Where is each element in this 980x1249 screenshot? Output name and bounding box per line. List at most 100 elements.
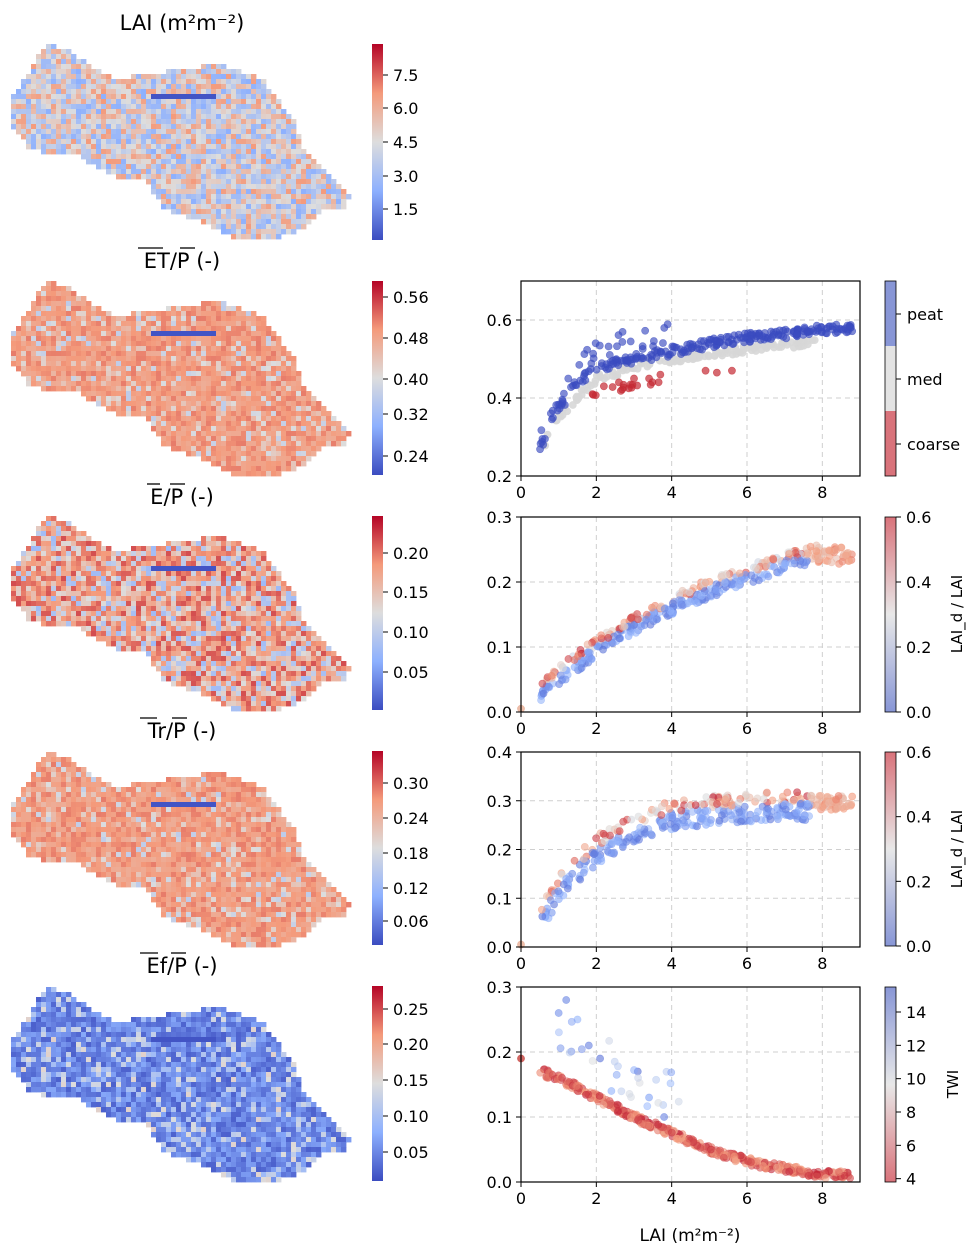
data-point — [781, 805, 790, 814]
data-point — [554, 1009, 563, 1017]
colorbar-tick: 0.0 — [906, 703, 931, 722]
data-point — [604, 342, 613, 351]
data-point — [736, 1151, 745, 1160]
data-point — [641, 326, 650, 335]
data-point — [612, 1070, 621, 1079]
data-point — [599, 645, 607, 654]
data-point — [548, 1071, 557, 1079]
data-point — [656, 370, 665, 379]
data-point — [605, 1036, 614, 1045]
data-point — [600, 837, 609, 845]
data-point — [537, 905, 546, 914]
data-point — [536, 1068, 545, 1077]
data-point — [812, 801, 821, 810]
y-tick: 0.4 — [487, 389, 512, 408]
data-point — [549, 414, 557, 422]
data-point — [767, 335, 775, 343]
data-point — [689, 355, 697, 364]
data-point — [741, 790, 750, 799]
data-point — [565, 1048, 574, 1057]
map-titles: LAI (m²m⁻²) ET/P (-) E/P (-) Tr/P (-) Ef… — [120, 11, 245, 978]
data-point — [747, 571, 756, 580]
colorbar-tick: 6 — [906, 1136, 916, 1155]
data-point — [701, 366, 710, 375]
data-point — [614, 331, 623, 340]
data-point — [713, 800, 721, 808]
data-point — [577, 664, 586, 672]
data-point — [735, 808, 744, 817]
map-3 — [11, 752, 352, 948]
scatter-points-1 — [517, 541, 856, 713]
data-point — [536, 445, 544, 454]
data-point — [619, 817, 628, 826]
data-point — [580, 350, 589, 358]
data-point — [803, 800, 812, 808]
data-point — [589, 863, 597, 872]
data-point — [554, 1028, 563, 1037]
data-point — [579, 855, 588, 863]
data-point — [538, 679, 547, 688]
map-colorbar-tick: 0.40 — [393, 370, 429, 389]
data-point — [616, 386, 625, 395]
data-point — [848, 792, 857, 801]
data-point — [697, 591, 706, 600]
map-title-ef-text: Ef/P (-) — [146, 954, 217, 978]
data-point — [728, 340, 737, 349]
data-point — [712, 586, 721, 595]
y-tick: 0.0 — [487, 938, 512, 957]
data-point — [757, 816, 766, 824]
data-point — [615, 634, 624, 643]
x-tick: 4 — [667, 1189, 677, 1208]
data-point — [634, 615, 642, 624]
data-point — [751, 564, 760, 572]
data-point — [691, 801, 700, 810]
data-point — [816, 791, 825, 800]
data-point — [593, 642, 602, 651]
data-point — [790, 556, 799, 565]
data-point — [768, 796, 777, 805]
data-point — [839, 325, 847, 334]
data-point — [567, 1017, 576, 1026]
map-colorbar-lai — [372, 44, 383, 240]
data-point — [607, 1087, 616, 1095]
data-point — [583, 648, 592, 657]
data-point — [627, 815, 636, 824]
laid-colorbar-1-label: LAI_d / LAI — [948, 575, 967, 653]
scatter-points-2 — [517, 788, 857, 949]
data-point — [647, 350, 656, 359]
data-point — [634, 1116, 643, 1125]
data-point — [586, 365, 595, 373]
data-point — [842, 802, 851, 811]
soil-label-med: med — [907, 370, 943, 389]
data-point — [720, 579, 729, 587]
map-title-tr-text: Tr/P (-) — [147, 719, 217, 743]
data-point — [638, 342, 647, 351]
data-point — [749, 578, 758, 586]
data-point — [647, 603, 656, 612]
map-colorbar-tick: 3.0 — [393, 167, 418, 186]
data-point — [731, 1157, 740, 1166]
data-point — [559, 880, 568, 889]
data-point — [727, 801, 736, 810]
data-point — [738, 349, 747, 357]
data-point — [701, 578, 710, 587]
y-tick: 0.2 — [487, 841, 512, 860]
data-point — [667, 1128, 676, 1137]
data-point — [686, 597, 694, 606]
data-point — [584, 1090, 593, 1099]
data-point — [642, 615, 651, 624]
data-point — [556, 1044, 565, 1053]
data-point — [626, 613, 635, 622]
map-colorbars: 7.5 6.0 4.5 3.0 1.5 0.56 0.48 0.40 0.32 0.24 0.20 0… — [372, 44, 429, 1181]
map-colorbar-tick: 0.05 — [393, 663, 429, 682]
data-point — [785, 550, 794, 558]
laid-colorbar-2-label: LAI_d / LAI — [948, 810, 967, 888]
data-point — [764, 572, 773, 581]
colorbar-tick: 12 — [906, 1036, 926, 1055]
data-point — [687, 344, 696, 353]
x-tick: 2 — [591, 719, 601, 738]
map-colorbar-tick: 6.0 — [393, 99, 418, 118]
data-point — [670, 799, 679, 808]
twi-colorbar: TWI — [884, 986, 962, 1183]
y-tick: 0.2 — [487, 1043, 512, 1062]
